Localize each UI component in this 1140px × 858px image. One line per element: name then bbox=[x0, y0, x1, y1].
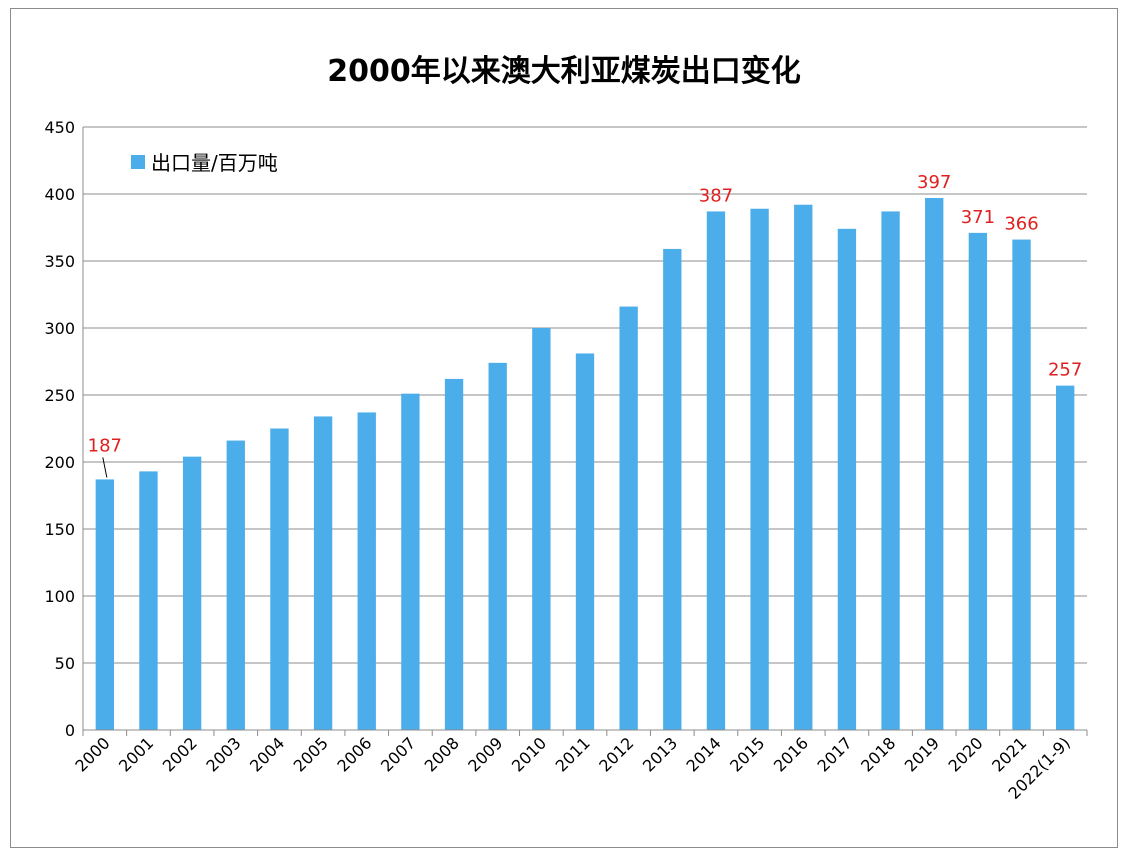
legend-label: 出口量/百万吨 bbox=[151, 151, 278, 175]
x-tick-label: 2020 bbox=[944, 733, 986, 775]
legend: 出口量/百万吨 bbox=[131, 151, 278, 175]
bar bbox=[313, 416, 333, 730]
y-tick-label: 200 bbox=[44, 453, 75, 472]
data-label: 366 bbox=[1004, 214, 1038, 235]
bar bbox=[182, 456, 202, 730]
data-labels: 187 387 397 371 366 257 bbox=[88, 172, 1082, 478]
bar bbox=[1056, 385, 1075, 730]
bar bbox=[575, 353, 595, 730]
x-tick-label: 2013 bbox=[639, 733, 681, 775]
bar bbox=[706, 211, 726, 731]
x-tick-label: 2001 bbox=[115, 733, 157, 775]
y-tick-label: 150 bbox=[44, 520, 75, 539]
data-label: 397 bbox=[917, 172, 951, 193]
data-label: 371 bbox=[961, 207, 995, 228]
x-tick-label: 2007 bbox=[377, 733, 419, 775]
bar bbox=[270, 428, 289, 730]
bar bbox=[95, 479, 114, 730]
y-tick-label: 400 bbox=[44, 185, 75, 204]
x-tick-label: 2012 bbox=[595, 733, 637, 775]
data-label: 257 bbox=[1048, 360, 1082, 381]
x-axis: 2000 2001 2002 2003 2004 2005 2006 2007 2008 2009… bbox=[71, 729, 1088, 803]
x-tick-label: 2006 bbox=[333, 733, 375, 775]
bar bbox=[444, 378, 464, 730]
bar bbox=[968, 232, 988, 731]
x-tick-label: 2018 bbox=[857, 733, 899, 775]
x-tick-label: 2000 bbox=[71, 733, 113, 775]
legend-swatch bbox=[131, 155, 145, 169]
x-tick-label: 2019 bbox=[901, 733, 943, 775]
bar bbox=[401, 393, 420, 730]
x-tick-label: 2003 bbox=[202, 733, 244, 775]
bar bbox=[619, 306, 638, 730]
y-tick-label: 450 bbox=[44, 118, 75, 137]
x-tick-label: 2014 bbox=[683, 733, 725, 775]
bar bbox=[488, 362, 507, 730]
label-leader-line bbox=[102, 457, 108, 478]
bar bbox=[532, 328, 551, 730]
x-tick-label: 2002 bbox=[159, 733, 201, 775]
bar bbox=[750, 208, 769, 731]
y-tick-label: 0 bbox=[65, 721, 75, 740]
x-tick-label: 2016 bbox=[770, 733, 812, 775]
y-tick-label: 300 bbox=[44, 319, 75, 338]
data-label: 187 bbox=[88, 435, 122, 456]
bar bbox=[357, 412, 376, 730]
chart-frame: 2000年以来澳大利亚煤炭出口变化 0 50 100 150 200 250 300 350 4… bbox=[10, 8, 1118, 848]
bar bbox=[925, 198, 944, 730]
x-tick-label: 2017 bbox=[814, 733, 856, 775]
bar bbox=[881, 211, 900, 731]
x-tick-label: 2004 bbox=[246, 733, 288, 775]
x-tick-label: 2010 bbox=[508, 733, 550, 775]
x-tick-label: 2008 bbox=[421, 733, 463, 775]
y-tick-label: 50 bbox=[55, 654, 75, 673]
y-axis: 0 50 100 150 200 250 300 350 400 450 bbox=[44, 118, 84, 740]
x-tick-label: 2015 bbox=[726, 733, 768, 775]
x-tick-label: 2009 bbox=[464, 733, 506, 775]
data-label: 387 bbox=[699, 185, 733, 206]
x-tick-label: 2011 bbox=[552, 733, 594, 775]
bar bbox=[139, 471, 158, 730]
y-tick-label: 250 bbox=[44, 386, 75, 405]
bars bbox=[95, 198, 1075, 731]
bar bbox=[1012, 239, 1031, 730]
bar bbox=[663, 248, 682, 730]
y-tick-label: 100 bbox=[44, 587, 75, 606]
bar bbox=[837, 228, 857, 730]
chart-title: 2000年以来澳大利亚煤炭出口变化 bbox=[327, 54, 801, 89]
bar bbox=[794, 204, 813, 731]
x-tick-label: 2005 bbox=[290, 733, 332, 775]
chart-canvas: 2000年以来澳大利亚煤炭出口变化 0 50 100 150 200 250 300 350 4… bbox=[44, 54, 1088, 803]
bar bbox=[226, 440, 245, 730]
y-tick-label: 350 bbox=[44, 252, 75, 271]
